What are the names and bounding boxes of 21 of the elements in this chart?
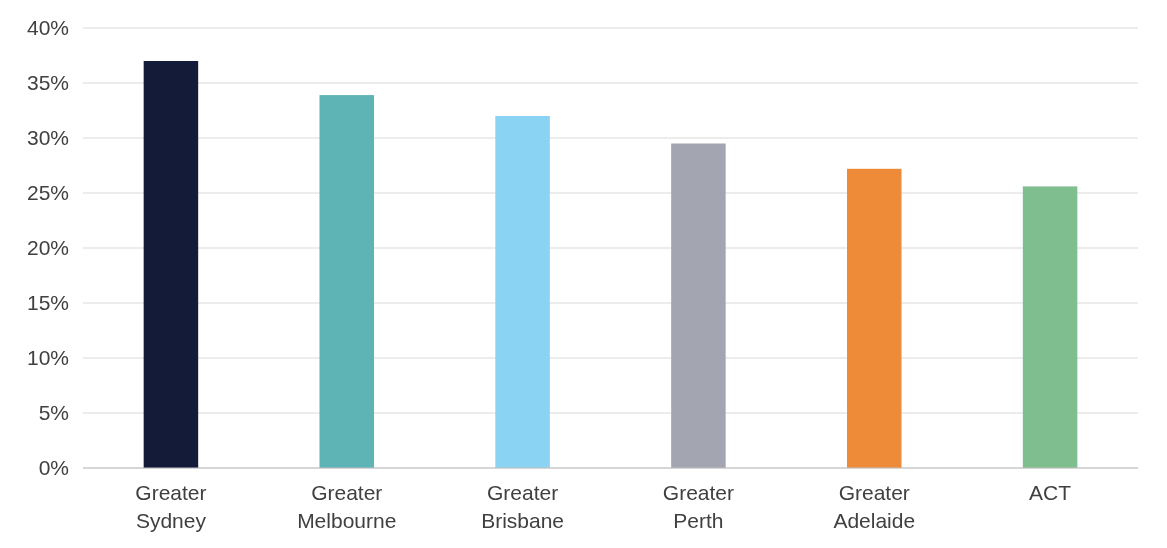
x-tick-label: Greater Brisbane xyxy=(481,481,565,532)
bar xyxy=(671,143,726,468)
y-tick-label: 5% xyxy=(38,401,69,425)
y-tick-label: 35% xyxy=(26,71,69,95)
bar xyxy=(847,168,902,468)
y-tick-label: 0% xyxy=(38,456,69,480)
x-tick-label: ACT xyxy=(1029,481,1072,504)
y-tick-label: 30% xyxy=(26,126,69,150)
y-tick-label: 10% xyxy=(26,346,69,370)
bar xyxy=(143,61,199,468)
y-tick-label: 20% xyxy=(26,236,69,260)
x-tick-label: Greater Adelaide xyxy=(833,481,916,532)
y-tick-label: 25% xyxy=(26,181,69,205)
x-tick-label: Greater Perth xyxy=(662,481,735,532)
bar xyxy=(1022,186,1078,468)
y-tick-label: 15% xyxy=(26,291,69,315)
y-tick-label: 40% xyxy=(26,16,69,40)
x-tick-label: Greater Melbourne xyxy=(297,481,397,532)
x-tick-label: Greater Sydney xyxy=(135,481,207,532)
bar xyxy=(319,95,374,468)
bar xyxy=(495,116,550,468)
